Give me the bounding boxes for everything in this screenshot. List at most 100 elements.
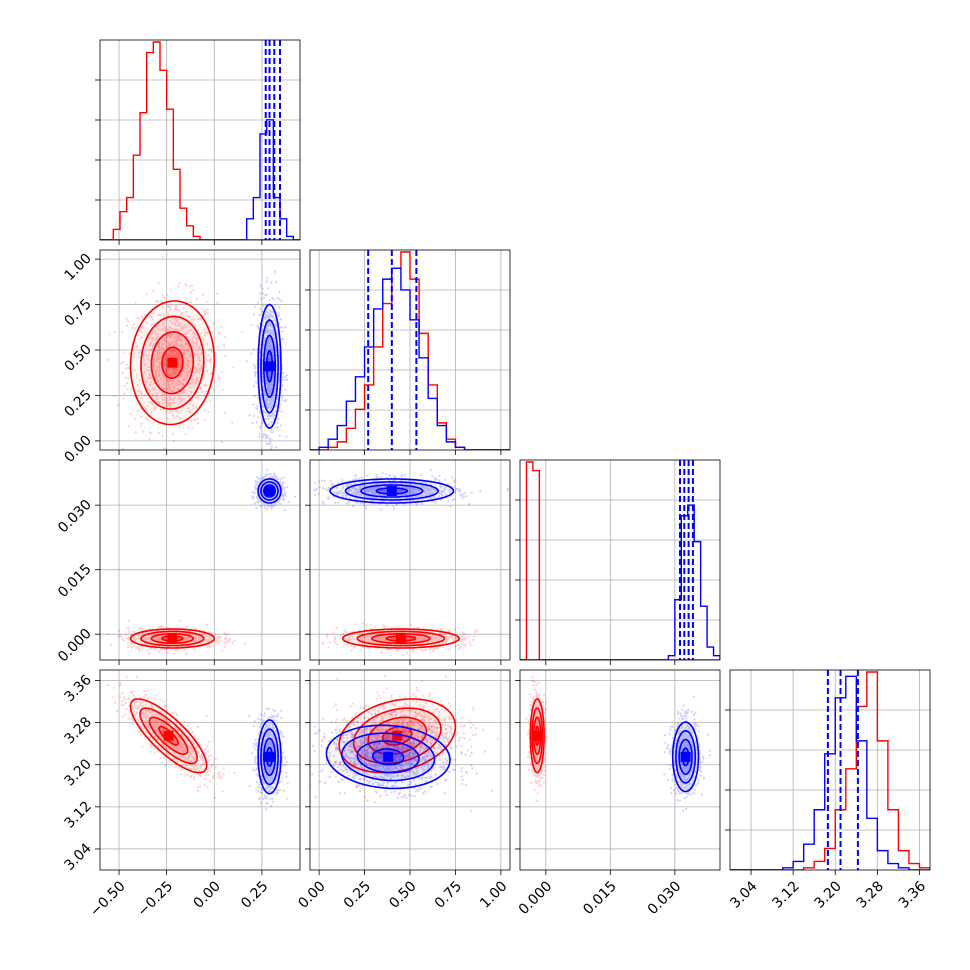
sample-point xyxy=(260,477,263,480)
sample-point xyxy=(225,637,229,641)
sample-point xyxy=(266,331,269,334)
sample-point xyxy=(217,376,221,379)
sample-point xyxy=(272,450,274,452)
sample-point xyxy=(273,342,277,345)
sample-point xyxy=(267,375,270,378)
sample-point xyxy=(150,411,153,414)
sample-point xyxy=(254,489,257,492)
sample-point xyxy=(136,345,139,348)
sample-point xyxy=(168,319,172,322)
sample-point xyxy=(205,635,208,638)
sample-point xyxy=(176,648,179,651)
sample-point xyxy=(176,388,179,391)
sample-point xyxy=(158,365,161,369)
sample-point xyxy=(281,372,284,375)
sample-point xyxy=(161,329,164,332)
sample-point xyxy=(282,481,285,484)
sample-point xyxy=(265,316,268,319)
sample-point xyxy=(107,358,110,361)
sample-point xyxy=(254,373,257,376)
sample-point xyxy=(285,398,288,402)
sample-point xyxy=(244,642,247,645)
sample-point xyxy=(342,633,345,636)
sample-point xyxy=(179,379,182,382)
sample-point xyxy=(151,402,154,405)
sample-point xyxy=(130,646,133,649)
sample-point xyxy=(168,386,171,389)
sample-point xyxy=(148,344,151,347)
sample-point xyxy=(145,639,148,642)
sample-point xyxy=(264,303,267,306)
blue-histogram xyxy=(310,267,510,450)
sample-point xyxy=(202,394,206,397)
sample-point xyxy=(278,403,282,406)
sample-point xyxy=(191,339,194,342)
sample-point xyxy=(269,337,272,341)
sample-point xyxy=(457,647,460,650)
sample-point xyxy=(125,636,128,640)
sample-point xyxy=(279,424,282,427)
sample-point xyxy=(216,346,219,349)
sample-point xyxy=(269,370,272,374)
sample-point xyxy=(209,631,212,634)
sample-point xyxy=(271,504,274,507)
sample-point xyxy=(168,409,171,413)
sample-point xyxy=(220,636,223,639)
sample-point xyxy=(178,637,181,640)
sample-point xyxy=(149,374,152,377)
sample-point xyxy=(156,637,159,640)
sample-point xyxy=(169,336,172,339)
sample-point xyxy=(183,349,186,353)
sample-point xyxy=(151,387,154,390)
sample-point xyxy=(266,293,269,296)
sample-point xyxy=(165,345,168,348)
sample-point xyxy=(192,332,196,335)
sample-point xyxy=(336,643,339,646)
sample-point xyxy=(141,647,144,651)
sample-point xyxy=(206,635,209,639)
sample-point xyxy=(270,401,273,404)
sample-point xyxy=(156,642,159,645)
sample-point xyxy=(268,383,271,386)
sample-point xyxy=(468,641,471,644)
sample-point xyxy=(269,332,272,335)
sample-point xyxy=(186,637,189,640)
sample-point xyxy=(165,369,168,372)
sample-point xyxy=(127,377,130,380)
sample-point xyxy=(137,316,140,319)
sample-point xyxy=(186,636,189,639)
sample-point xyxy=(225,633,228,636)
sample-point xyxy=(162,374,165,377)
sample-point xyxy=(133,369,136,372)
sample-point xyxy=(189,285,192,288)
sample-point xyxy=(167,306,171,309)
sample-point xyxy=(231,641,234,644)
sample-point xyxy=(328,641,331,644)
sample-point xyxy=(271,398,274,401)
sample-point xyxy=(268,403,271,406)
sample-point xyxy=(147,636,150,639)
sample-point xyxy=(333,641,337,644)
sample-point xyxy=(266,315,269,319)
sample-point xyxy=(151,363,154,366)
sample-point xyxy=(268,347,271,350)
sample-point xyxy=(133,630,136,633)
sample-point xyxy=(158,371,161,374)
sample-point xyxy=(144,407,147,410)
sample-point xyxy=(270,349,273,352)
sample-point xyxy=(177,352,180,355)
sample-point xyxy=(132,636,135,640)
y-tick-label: 0.000 xyxy=(55,626,95,666)
sample-point xyxy=(135,637,138,641)
sample-point xyxy=(267,385,270,388)
sample-point xyxy=(200,332,203,335)
sample-point xyxy=(189,353,192,356)
sample-point xyxy=(188,329,191,332)
sample-point xyxy=(173,318,176,321)
sample-point xyxy=(267,414,270,418)
sample-point xyxy=(140,415,143,418)
sample-point xyxy=(159,313,162,317)
sample-point xyxy=(282,486,285,489)
sample-point xyxy=(266,473,269,476)
sample-point xyxy=(156,637,159,640)
